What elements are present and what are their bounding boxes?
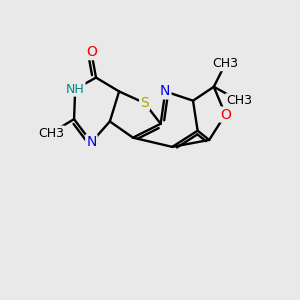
Text: N: N <box>86 135 97 149</box>
Text: NH: NH <box>66 82 85 96</box>
Text: CH3: CH3 <box>212 57 238 70</box>
Text: CH3: CH3 <box>38 127 64 140</box>
Text: O: O <box>220 107 231 122</box>
Text: S: S <box>140 96 149 110</box>
Text: O: O <box>86 45 97 59</box>
Text: N: N <box>160 84 170 98</box>
Text: CH3: CH3 <box>226 94 252 107</box>
